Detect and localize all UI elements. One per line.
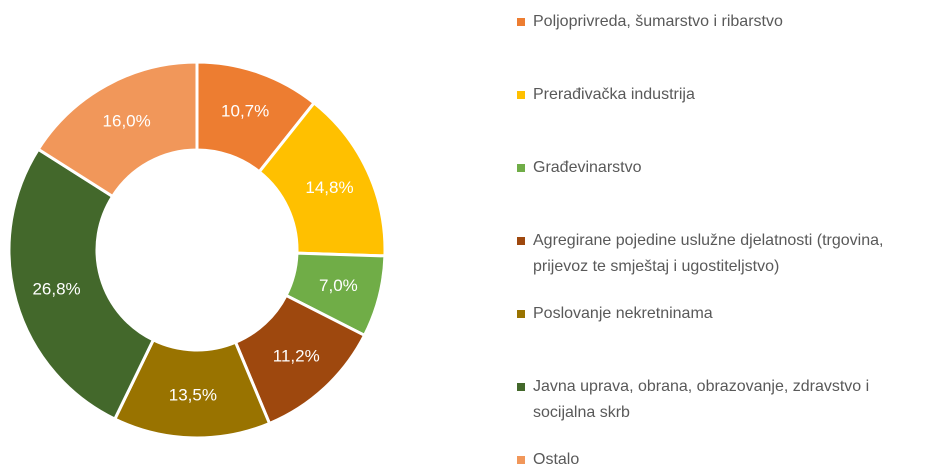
legend-item: Poljoprivreda, šumarstvo i ribarstvo [517,9,922,35]
legend-label: Poslovanje nekretninama [533,305,713,322]
legend-swatch [517,456,525,464]
legend-item: Ostalo [517,447,922,466]
legend-swatch [517,310,525,318]
donut-slice [7,147,156,422]
data-label: 7,0% [319,276,358,295]
legend-item: Poslovanje nekretninama [517,301,922,327]
legend-swatch [517,237,525,245]
legend-item: Građevinarstvo [517,155,922,181]
legend-item: Prerađivačka industrija [517,82,922,108]
data-label: 13,5% [169,385,217,404]
data-label: 11,2% [273,347,320,366]
legend-item: Javna uprava, obrana, obrazovanje, zdrav… [517,374,922,426]
legend-label: Agregirane pojedine uslužne djelatnosti … [533,232,884,275]
legend-swatch [517,164,525,172]
legend-label: Poljoprivreda, šumarstvo i ribarstvo [533,13,783,30]
legend-swatch [517,18,525,26]
legend-swatch [517,91,525,99]
legend-swatch [517,383,525,391]
legend-label: Ostalo [533,451,580,466]
legend-item: Agregirane pojedine uslužne djelatnosti … [517,228,922,280]
data-label: 14,8% [305,178,353,197]
donut: 10,7% 14,8% 7,0% 11,2% 13,5% 26,8% 16,0% [7,60,387,440]
legend-label: Građevinarstvo [533,159,642,176]
data-label: 26,8% [32,279,80,298]
donut-slice [36,60,199,199]
legend-label: Javna uprava, obrana, obrazovanje, zdrav… [533,378,870,421]
data-label: 10,7% [221,102,269,121]
data-label: 16,0% [103,112,151,131]
legend-label: Prerađivačka industrija [533,86,695,103]
